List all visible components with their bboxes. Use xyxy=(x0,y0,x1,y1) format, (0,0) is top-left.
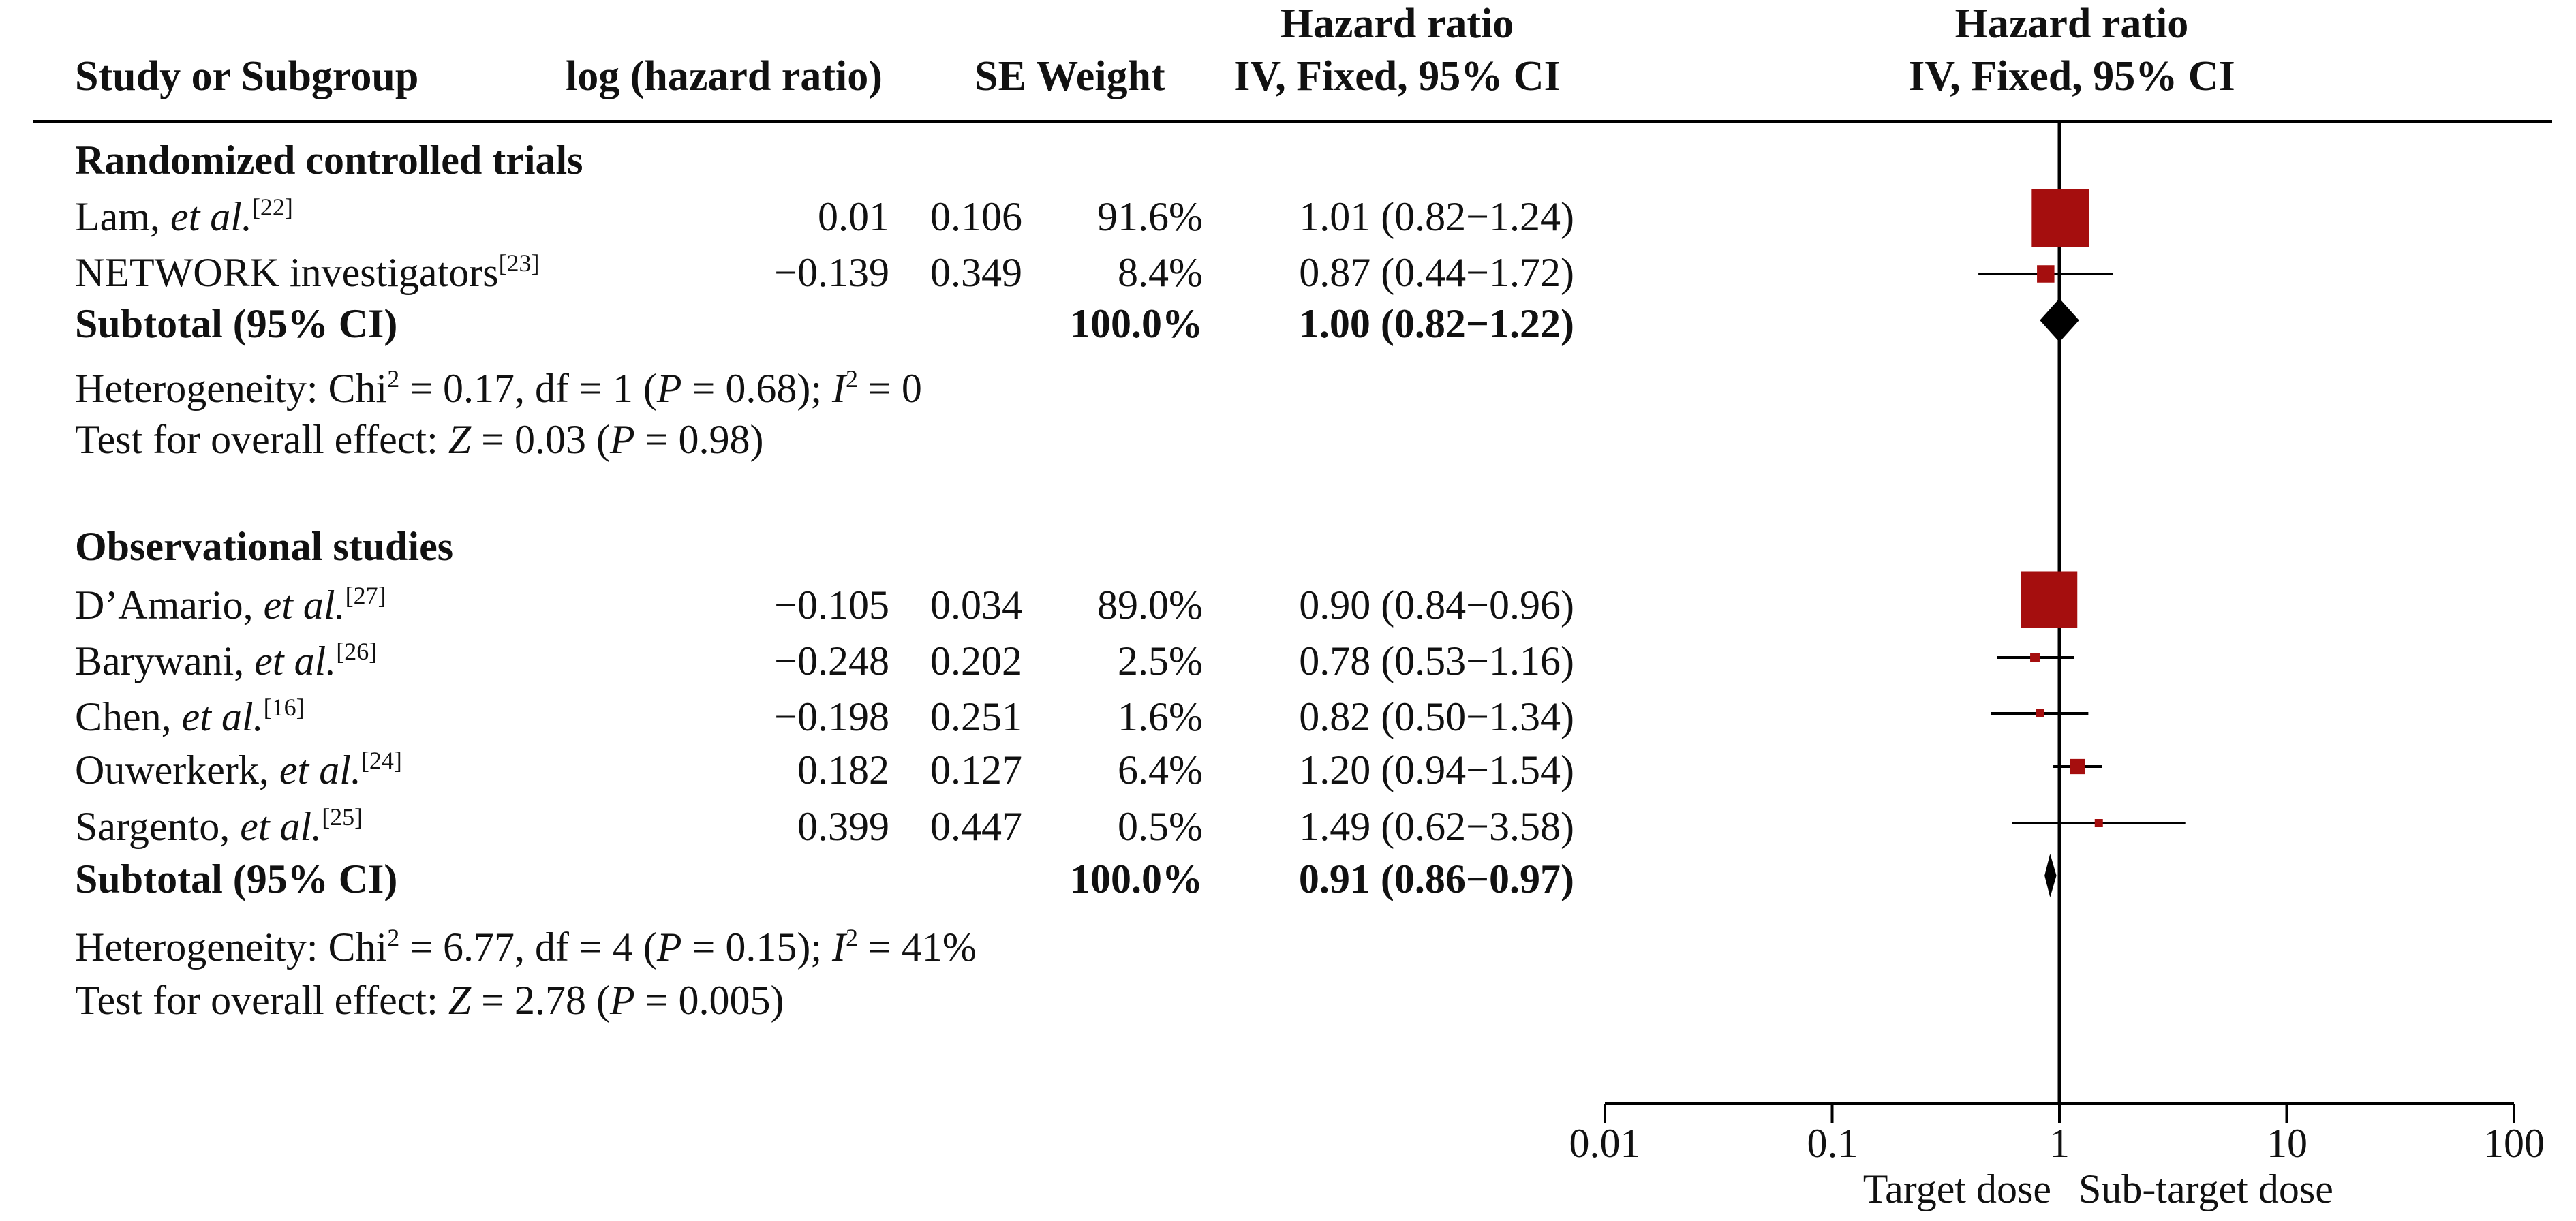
study-weight: 8.4% xyxy=(1118,250,1203,295)
subtotal-diamond xyxy=(2040,298,2079,342)
table-header: Study or Subgroup log (hazard ratio) SE … xyxy=(75,1,2235,99)
study-name: D’Amario, et al.[27] xyxy=(75,582,386,628)
study-weight: 89.0% xyxy=(1097,583,1203,628)
study-hr-ci: 0.90 (0.84−0.96) xyxy=(1299,583,1574,628)
subtotal-hr-ci: 1.00 (0.82−1.22) xyxy=(1299,301,1574,346)
favours-left-label: Target dose xyxy=(1863,1166,2051,1211)
study-hr-ci: 0.78 (0.53−1.16) xyxy=(1299,638,1574,683)
group-observational: Observational studies D’Amario, et al.[2… xyxy=(75,524,1574,1023)
study-row: Lam, et al.[22] 0.01 0.106 91.6% 1.01 (0… xyxy=(75,194,1574,239)
subtotal-weight: 100.0% xyxy=(1070,856,1203,901)
subtotal-row: Subtotal (95% CI) 100.0% 1.00 (0.82−1.22… xyxy=(75,301,1574,346)
study-name: Ouwerkerk, et al.[24] xyxy=(75,747,402,792)
study-log-hr: 0.399 xyxy=(797,804,889,849)
subtotal-label: Subtotal (95% CI) xyxy=(75,856,397,901)
study-log-hr: −0.248 xyxy=(774,638,889,683)
study-log-hr: −0.139 xyxy=(774,250,889,295)
x-axis-tick-labels: 0.01 0.1 1 10 100 xyxy=(1569,1121,2545,1166)
study-se: 0.349 xyxy=(930,250,1022,295)
hr-marker xyxy=(2094,819,2103,827)
overall-effect-text: Test for overall effect: Z = 2.78 (P = 0… xyxy=(75,978,784,1023)
hr-marker xyxy=(2037,265,2055,283)
study-weight: 1.6% xyxy=(1118,694,1203,739)
hr-marker xyxy=(2070,758,2085,775)
subtotal-weight: 100.0% xyxy=(1070,301,1203,346)
hr-marker xyxy=(2030,653,2040,662)
hr-marker xyxy=(2031,189,2089,247)
study-row: Ouwerkerk, et al.[24] 0.182 0.127 6.4% 1… xyxy=(75,747,1574,792)
study-name: Chen, et al.[16] xyxy=(75,694,305,739)
study-weight: 2.5% xyxy=(1118,638,1203,683)
study-hr-ci: 0.82 (0.50−1.34) xyxy=(1299,694,1574,739)
study-row: NETWORK investigators[23] −0.139 0.349 8… xyxy=(75,249,1574,295)
x-tick-label: 1 xyxy=(2049,1121,2070,1166)
study-hr-ci: 1.20 (0.94−1.54) xyxy=(1299,747,1574,792)
study-row: Barywani, et al.[26] −0.248 0.202 2.5% 0… xyxy=(75,638,1574,683)
study-log-hr: −0.198 xyxy=(774,694,889,739)
header-log-hr: log (hazard ratio) xyxy=(566,53,883,99)
study-weight: 0.5% xyxy=(1118,804,1203,849)
hr-marker xyxy=(2036,709,2044,717)
header-study: Study or Subgroup xyxy=(75,53,418,99)
x-tick-label: 0.1 xyxy=(1807,1121,1858,1166)
study-se: 0.034 xyxy=(930,583,1022,628)
study-se: 0.251 xyxy=(930,694,1022,739)
study-row: D’Amario, et al.[27] −0.105 0.034 89.0% … xyxy=(75,582,1574,628)
study-hr-ci: 1.01 (0.82−1.24) xyxy=(1299,194,1574,239)
study-name: Barywani, et al.[26] xyxy=(75,638,377,683)
overall-effect-text: Test for overall effect: Z = 0.03 (P = 0… xyxy=(75,417,763,462)
study-name: Lam, et al.[22] xyxy=(75,194,293,239)
header-hr-table-line1: Hazard ratio xyxy=(1281,1,1514,47)
study-log-hr: −0.105 xyxy=(774,583,889,628)
hr-marker xyxy=(2021,571,2078,628)
favours-right-label: Sub-target dose xyxy=(2079,1166,2333,1211)
header-hr-plot-line2: IV, Fixed, 95% CI xyxy=(1908,53,2235,99)
header-se-weight: SE Weight xyxy=(975,53,1165,99)
forest-plot-area xyxy=(1604,121,2515,1123)
study-se: 0.202 xyxy=(930,638,1022,683)
study-row: Sargento, et al.[25] 0.399 0.447 0.5% 1.… xyxy=(75,803,1574,849)
group-title: Randomized controlled trials xyxy=(75,138,583,183)
study-weight: 6.4% xyxy=(1118,747,1203,792)
study-hr-ci: 0.87 (0.44−1.72) xyxy=(1299,250,1574,295)
header-hr-plot-line1: Hazard ratio xyxy=(1955,1,2189,47)
x-tick-label: 10 xyxy=(2267,1121,2307,1166)
header-hr-table-line2: IV, Fixed, 95% CI xyxy=(1233,53,1560,99)
group-title: Observational studies xyxy=(75,524,453,569)
study-name: NETWORK investigators[23] xyxy=(75,249,540,295)
x-tick-label: 100 xyxy=(2483,1121,2545,1166)
study-log-hr: 0.182 xyxy=(797,747,889,792)
study-hr-ci: 1.49 (0.62−3.58) xyxy=(1299,804,1574,849)
study-se: 0.127 xyxy=(930,747,1022,792)
subtotal-diamond xyxy=(2044,854,2057,897)
x-tick-label: 0.01 xyxy=(1569,1121,1641,1166)
study-weight: 91.6% xyxy=(1097,194,1203,239)
study-name: Sargento, et al.[25] xyxy=(75,803,363,849)
study-se: 0.447 xyxy=(930,804,1022,849)
study-log-hr: 0.01 xyxy=(818,194,889,239)
heterogeneity-text: Heterogeneity: Chi2 = 0.17, df = 1 (P = … xyxy=(75,365,922,411)
subtotal-label: Subtotal (95% CI) xyxy=(75,301,397,346)
heterogeneity-text: Heterogeneity: Chi2 = 6.77, df = 4 (P = … xyxy=(75,924,977,970)
subtotal-hr-ci: 0.91 (0.86−0.97) xyxy=(1299,856,1574,901)
group-randomized: Randomized controlled trials Lam, et al.… xyxy=(75,138,1574,462)
study-se: 0.106 xyxy=(930,194,1022,239)
study-row: Chen, et al.[16] −0.198 0.251 1.6% 0.82 … xyxy=(75,694,1574,739)
subtotal-row: Subtotal (95% CI) 100.0% 0.91 (0.86−0.97… xyxy=(75,856,1574,901)
